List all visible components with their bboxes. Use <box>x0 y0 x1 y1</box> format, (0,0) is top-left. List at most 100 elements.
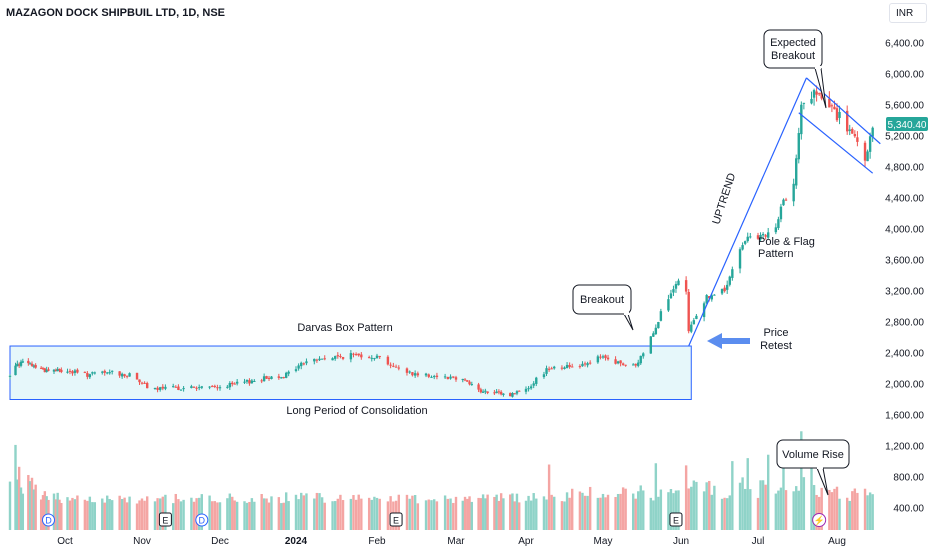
price-tick-label: 1,600.00 <box>885 411 924 422</box>
price-tick-label: 2,400.00 <box>885 349 924 360</box>
candle-body <box>828 98 831 108</box>
volume-bar <box>91 502 94 530</box>
breakout-callout-text: Breakout <box>580 294 624 306</box>
candle-body <box>71 371 74 374</box>
candle-body <box>143 382 146 384</box>
flag-lower-line <box>798 112 874 174</box>
candle-body <box>672 289 675 293</box>
candle-body <box>305 361 308 364</box>
volume-rise-text: Volume Rise <box>782 449 844 461</box>
candle-body <box>495 391 498 394</box>
volume-bar <box>708 480 711 530</box>
expected-breakout-text-1: Expected <box>770 37 816 49</box>
volume-bar <box>101 498 104 530</box>
time-tick-label: 2024 <box>285 536 308 547</box>
candle-body <box>741 245 744 250</box>
volume-bar <box>213 501 216 530</box>
volume-bar <box>427 499 430 530</box>
volume-bar <box>341 500 345 530</box>
volume-bar <box>282 502 285 530</box>
volume-bar <box>367 497 371 530</box>
price-axis: 6,400.00 6,000.00 5,600.00 5,200.00 4,800.00… <box>885 39 924 515</box>
candle-body <box>235 381 239 384</box>
candle-body <box>172 386 175 388</box>
volume-bar <box>177 499 180 530</box>
volume-bar <box>339 494 342 530</box>
candle-body <box>835 108 839 121</box>
candle-body <box>800 104 803 135</box>
volume-bar <box>39 499 43 530</box>
candle-body <box>262 376 266 382</box>
volume-bar <box>125 502 129 530</box>
svg-text:⚡: ⚡ <box>814 515 825 527</box>
candle-body <box>848 129 851 131</box>
candle-body <box>277 376 281 378</box>
volume-bar <box>30 477 34 530</box>
price-tick-label: 4,800.00 <box>885 163 924 174</box>
candle-body <box>211 386 214 388</box>
candle-body <box>684 280 688 292</box>
volume-bar <box>851 491 854 530</box>
candle-body <box>123 374 126 377</box>
candle-body <box>524 388 528 392</box>
candle-body <box>260 380 263 382</box>
volume-bar <box>588 486 592 530</box>
price-tick-label: 4,000.00 <box>885 225 924 236</box>
candle-body <box>73 370 77 373</box>
volume-bar <box>792 491 795 530</box>
time-tick-label: Jul <box>752 536 765 547</box>
currency-selector[interactable]: INR <box>889 3 927 23</box>
candlesticks <box>8 85 874 398</box>
candle-body <box>784 199 788 201</box>
volume-bar <box>198 497 201 530</box>
candle-body <box>164 386 167 389</box>
candle-body <box>267 377 271 379</box>
volume-bar <box>17 466 21 530</box>
last-price-badge <box>886 117 928 131</box>
expected-breakout-text-2: Breakout <box>771 50 815 62</box>
price-tick-label: 3,600.00 <box>885 256 924 267</box>
volume-bar <box>560 501 564 530</box>
volume-bar <box>731 461 734 530</box>
volume-bar <box>550 494 553 530</box>
candle-body <box>287 371 290 374</box>
volume-bar <box>408 498 411 530</box>
volume-bar <box>370 499 373 530</box>
candle-body <box>710 295 713 300</box>
svg-text:E: E <box>393 516 399 526</box>
volume-bars <box>8 431 874 530</box>
volume-bar <box>692 480 696 530</box>
volume-bar <box>845 497 849 530</box>
volume-bar <box>260 494 263 530</box>
volume-bar <box>741 477 744 530</box>
candle-body <box>726 284 729 290</box>
volume-bar <box>360 498 363 530</box>
volume-bar <box>553 496 556 530</box>
volume-bar <box>262 498 266 530</box>
candle-body <box>88 374 92 378</box>
candle-body <box>66 371 69 373</box>
candle-body <box>41 368 45 370</box>
candle-body <box>599 356 602 358</box>
candle-body <box>8 375 12 377</box>
volume-bar <box>835 486 839 530</box>
candle-body <box>331 358 334 361</box>
retest-label-2: Retest <box>760 340 792 352</box>
volume-bar <box>336 498 340 530</box>
volume-bar <box>190 497 193 530</box>
volume-bar <box>68 500 72 530</box>
candle-body <box>527 388 530 390</box>
volume-bar <box>634 498 637 530</box>
volume-bar <box>8 481 12 530</box>
candle-body <box>86 373 89 377</box>
volume-bar <box>743 488 747 530</box>
candle-body <box>674 284 678 289</box>
candle-body <box>297 365 300 369</box>
volume-bar <box>143 500 146 530</box>
candle-body <box>413 373 417 376</box>
candle-body <box>54 370 58 372</box>
volume-bar <box>583 495 587 530</box>
volume-bar <box>218 502 222 530</box>
candle-body <box>833 106 836 110</box>
